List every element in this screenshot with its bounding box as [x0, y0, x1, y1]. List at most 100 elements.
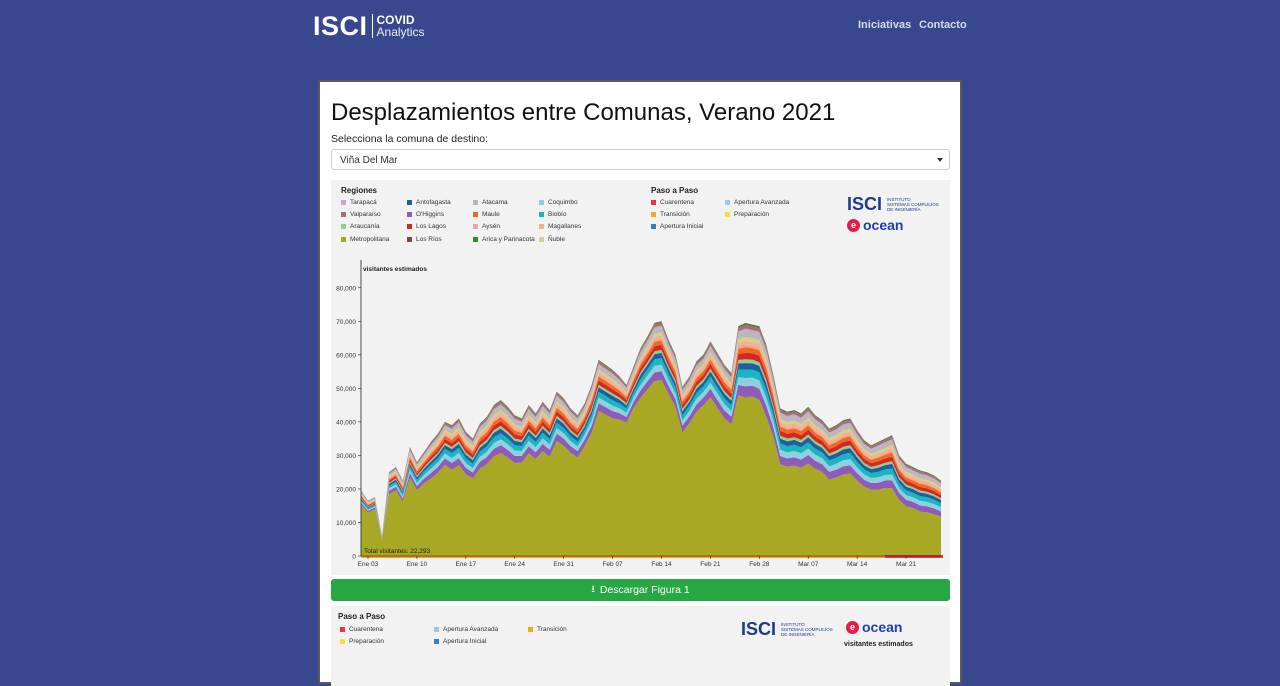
y-tick-label: 30,000 [336, 453, 356, 460]
legend-paso-title: Paso a Paso [651, 186, 699, 195]
logo-line-1: COVID [376, 13, 415, 27]
legend-swatch [725, 212, 730, 218]
legend-region-atacama[interactable]: Atacama [473, 199, 508, 206]
legend-label: Maule [482, 211, 500, 219]
x-tick-label: Ene 31 [553, 561, 574, 568]
y-tick-label: 20,000 [336, 486, 356, 493]
legend-swatch [539, 224, 544, 230]
legend-swatch [539, 200, 544, 205]
y-tick-label: 70,000 [336, 319, 356, 326]
legend-swatch [407, 212, 412, 218]
y-tick-label: 50,000 [336, 386, 356, 393]
logo-isci: ISCI [313, 11, 368, 41]
nav-link-iniciativas[interactable]: Iniciativas [858, 19, 912, 31]
legend-swatch [407, 200, 412, 205]
legend-paso-transición[interactable]: Transición [651, 211, 690, 218]
legend-region-coquimbo[interactable]: Coquimbo [539, 199, 578, 206]
legend-label: Valparaíso [350, 211, 381, 219]
legend-paso-apertura-avanzada[interactable]: Apertura Avanzada [725, 199, 789, 206]
x-tick-label: Feb 07 [602, 561, 623, 568]
x-tick-label: Feb 21 [700, 561, 721, 568]
legend-swatch [473, 224, 478, 230]
isci-brand-sub-2: SISTEMAS COMPLEJOS [887, 202, 939, 207]
nav-link-contacto[interactable]: Contacto [919, 19, 967, 31]
legend2-paso-apertura-inicial[interactable]: Apertura Inicial [434, 638, 486, 645]
legend2-paso-apertura-avanzada[interactable]: Apertura Avanzada [434, 626, 498, 633]
legend-region-los-lagos[interactable]: Los Lagos [407, 223, 446, 230]
area-series-magallanes[interactable] [361, 335, 941, 537]
isci-brand-logo: ISCI [847, 194, 883, 214]
legend-label: Apertura Avanzada [734, 199, 790, 206]
legend-swatch [539, 236, 544, 242]
y-axis-label: visitantes estimados [363, 266, 427, 273]
total-visitors-label: Total visitantes: 22,293 [364, 548, 431, 555]
y-tick-label: 40,000 [336, 419, 356, 426]
stacked-area-chart: 0 10,000 20,000 30,000 40,000 50,000 60,000 70,… [336, 260, 943, 568]
comuna-select[interactable]: Viña Del Mar [331, 149, 950, 170]
legend-swatch [473, 200, 478, 205]
legend-region-maule[interactable]: Maule [473, 211, 500, 218]
ocean-brand-logo: e ocean [847, 217, 903, 233]
legend-swatch [341, 212, 346, 218]
legend-swatch [407, 224, 412, 230]
legend-label: Arica y Parinacota [482, 235, 535, 243]
legend-label: Atacama [482, 199, 508, 206]
legend-paso-apertura-inicial[interactable]: Apertura Inicial [651, 223, 703, 230]
legend-paso-cuarentena[interactable]: Cuarentena [651, 199, 694, 206]
legend-region-arica-y-parinacota[interactable]: Arica y Parinacota [473, 236, 535, 243]
legend-paso-preparación[interactable]: Preparación [725, 211, 769, 218]
legend-region-aysén[interactable]: Aysén [473, 223, 500, 230]
legend-region-los-ríos[interactable]: Los Ríos [407, 236, 442, 243]
legend-label: Apertura Inicial [443, 638, 487, 645]
x-tick-label: Ene 24 [504, 561, 525, 568]
legend-swatch [528, 627, 533, 632]
isci-brand-subtitle-2: INSTITUTO SISTEMAS COMPLEJOS DE INGENIER… [781, 622, 833, 637]
legend2-paso-transición[interactable]: Transición [528, 626, 567, 633]
legend-region-tarapacá[interactable]: Tarapacá [341, 199, 377, 206]
legend-region-biobío[interactable]: Biobío [539, 211, 566, 218]
legend-region-metropolitana[interactable]: Metropolitana [341, 236, 389, 243]
area-series--uble[interactable] [361, 332, 941, 537]
y-tick-label: 0 [352, 554, 356, 561]
legend-label: Preparación [349, 638, 385, 645]
legend2-paso-title: Paso a Paso [338, 612, 386, 621]
legend-label: Magallanes [548, 223, 582, 231]
isci-brand-sub-1: INSTITUTO [887, 197, 911, 202]
download-icon: ⭳ [591, 583, 595, 595]
x-tick-label: Mar 14 [847, 561, 868, 568]
y-tick-label: 10,000 [336, 520, 356, 527]
legend-swatch [651, 224, 656, 230]
legend-label: Preparación [734, 211, 770, 219]
download-figure-button[interactable]: ⭳ Descargar Figura 1 [331, 579, 950, 601]
phase-bar-segment-0 [361, 555, 890, 558]
chart-areas [361, 321, 943, 558]
caret-down-icon [937, 158, 943, 162]
legend-swatch [341, 224, 346, 230]
isci-brand2-sub-3: DE INGENIERÍA [781, 632, 815, 637]
legend-region-antofagasta[interactable]: Antofagasta [407, 199, 451, 206]
legend-label: Biobío [548, 211, 567, 219]
legend-region-ñuble[interactable]: Ñuble [539, 236, 565, 243]
legend2-paso-preparación[interactable]: Preparación [340, 638, 384, 645]
legend-region-valparaíso[interactable]: Valparaíso [341, 211, 381, 218]
legend-label: Antofagasta [416, 199, 451, 206]
legend-swatch [473, 236, 478, 242]
legend2-paso-cuarentena[interactable]: Cuarentena [340, 626, 383, 633]
isci-brand-logo-2: ISCI [741, 619, 777, 639]
legend-region-araucanía[interactable]: Araucanía [341, 223, 380, 230]
legend-swatch [539, 212, 544, 218]
x-tick-label: Ene 03 [358, 561, 379, 568]
area-series-atacama[interactable] [361, 327, 941, 537]
legend-swatch [434, 627, 439, 632]
legend-region-o-higgins[interactable]: O'Higgins [407, 211, 444, 218]
ocean-brand-text-2: ocean [862, 619, 903, 635]
second-chart-container: Paso a Paso Cuarentena Apertura Avanzada T… [331, 606, 950, 686]
legend-swatch [651, 200, 656, 205]
logo[interactable]: ISCI COVID Analytics [313, 12, 425, 40]
page-title: Desplazamientos entre Comunas, Verano 20… [331, 99, 836, 126]
content-card: Desplazamientos entre Comunas, Verano 20… [318, 80, 962, 686]
legend-swatch [473, 212, 478, 218]
ocean-e-icon: e [847, 218, 860, 232]
area-series-metropolitana[interactable] [361, 380, 941, 556]
legend-region-magallanes[interactable]: Magallanes [539, 223, 581, 230]
